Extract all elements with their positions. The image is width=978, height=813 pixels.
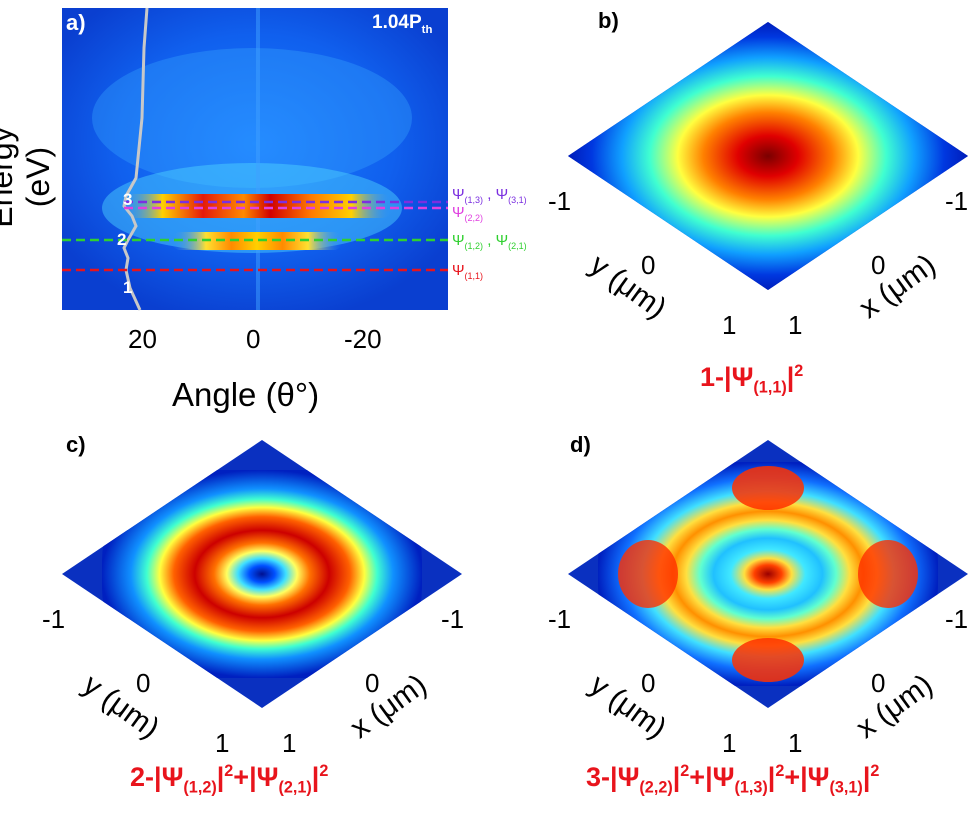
level-label-13-31: Ψ(1,3) , Ψ(3,1): [452, 186, 527, 205]
c-tick-right: -1: [441, 604, 465, 634]
mode-density-plot-b: [568, 22, 968, 290]
panel-a-label: a): [66, 10, 86, 35]
angle-tick-20: 20: [128, 324, 157, 354]
d-tick-left: -1: [548, 604, 572, 634]
d-tick-x0: 0: [871, 668, 886, 698]
angle-tick-0: 0: [246, 324, 261, 354]
d-tick-y1: 1: [722, 728, 737, 758]
state-number-3: 3: [123, 190, 133, 209]
mode-density-plot-d: [568, 440, 968, 708]
mode-density-plot-c: [62, 440, 462, 708]
angle-axis-label: Angle (θ°): [172, 376, 320, 413]
state-number-1: 1: [123, 278, 133, 297]
panel-c-label: c): [66, 432, 86, 457]
b-tick-x0: 0: [871, 250, 886, 280]
d-tick-x1: 1: [788, 728, 803, 758]
b-caption: 1-|Ψ(1,1)|2: [700, 362, 804, 397]
c-tick-x0: 0: [365, 668, 380, 698]
c-caption: 2-|Ψ(1,2)|2+|Ψ(2,1)|2: [130, 762, 329, 797]
panel-d-label: d): [570, 432, 591, 457]
dispersion-image: [62, 7, 448, 311]
c-tick-left: -1: [42, 604, 66, 634]
energy-axis-label: Energy (eV): [0, 126, 56, 228]
level-label-22: Ψ(2,2): [452, 204, 484, 223]
b-tick-right: -1: [945, 186, 969, 216]
state-number-2: 2: [117, 230, 127, 249]
d-tick-y0: 0: [641, 668, 656, 698]
c-tick-y1: 1: [215, 728, 230, 758]
b-tick-left: -1: [548, 186, 572, 216]
c-tick-x1: 1: [282, 728, 297, 758]
level-label-12-21: Ψ(1,2) , Ψ(2,1): [452, 232, 527, 251]
b-tick-y0: 0: [641, 250, 656, 280]
level-label-11: Ψ(1,1): [452, 262, 484, 281]
c-tick-y0: 0: [136, 668, 151, 698]
b-tick-y1: 1: [722, 310, 737, 340]
b-tick-x1: 1: [788, 310, 803, 340]
threshold-label: 1.04Pth: [372, 12, 433, 36]
angle-tick-minus20: -20: [344, 324, 382, 354]
panel-b-label: b): [598, 8, 619, 33]
d-caption: 3-|Ψ(2,2)|2+|Ψ(1,3)|2+|Ψ(3,1)|2: [586, 762, 880, 797]
d-tick-right: -1: [945, 604, 969, 634]
